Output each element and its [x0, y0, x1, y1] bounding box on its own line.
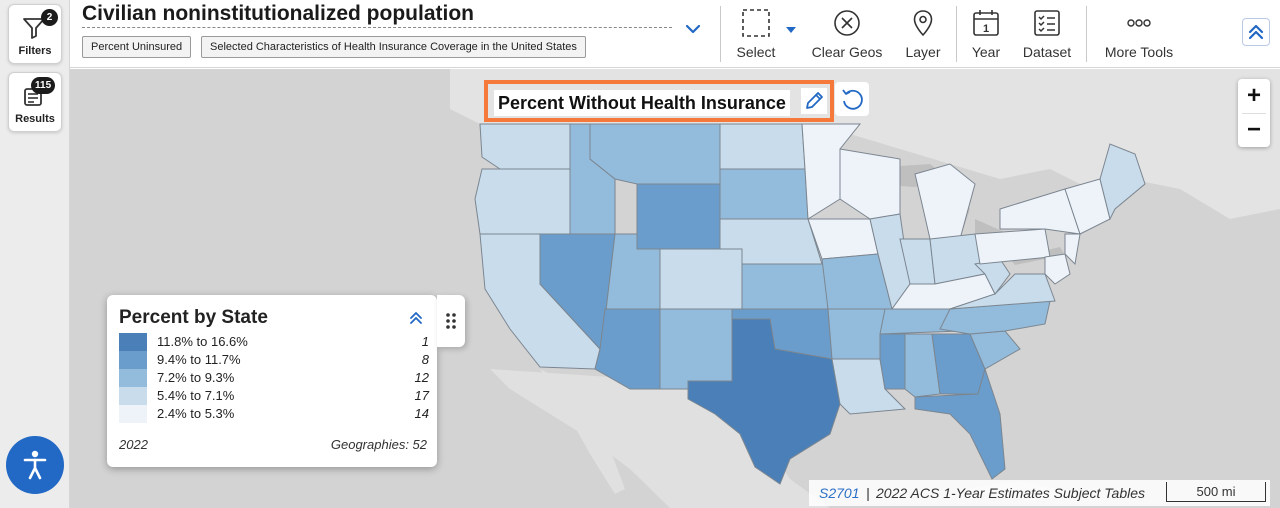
legend-swatch: [119, 351, 147, 369]
filters-button[interactable]: 2 Filters: [8, 4, 62, 64]
dataset-label: Dataset: [1022, 44, 1072, 60]
legend-swatch: [119, 369, 147, 387]
zoom-controls: + −: [1238, 79, 1270, 147]
legend-range: 5.4% to 7.1%: [157, 388, 235, 403]
scale-bar: 500 mi: [1166, 482, 1266, 502]
legend-panel: Percent by State 11.8% to 16.6% 1 9.4% t…: [107, 295, 437, 467]
edit-title-button[interactable]: [801, 88, 827, 114]
clear-geos-button[interactable]: Clear Geos: [806, 4, 888, 64]
map-canvas[interactable]: Percent Without Health Insurance + − Per…: [70, 69, 1280, 508]
collapse-header-button[interactable]: [1242, 18, 1270, 46]
table-title[interactable]: Civilian noninstitutionalized population: [82, 2, 474, 25]
layer-label: Layer: [905, 44, 941, 60]
double-chevron-up-icon: [1248, 24, 1264, 40]
checklist-icon: [1034, 10, 1060, 36]
dataset-button[interactable]: Dataset: [1016, 4, 1078, 64]
toolbar-divider: [1086, 6, 1087, 62]
legend-swatch: [119, 333, 147, 351]
legend-swatch: [119, 387, 147, 405]
filters-label: Filters: [18, 45, 52, 57]
filters-count-badge: 2: [41, 9, 58, 26]
more-tools-label: More Tools: [1104, 44, 1174, 60]
year-button[interactable]: 1 Year: [964, 4, 1008, 64]
select-tool-label: Select: [736, 44, 776, 60]
reset-title-button[interactable]: [835, 82, 869, 116]
top-toolbar: Civilian noninstitutionalized population…: [70, 0, 1280, 68]
results-button[interactable]: 115 Results: [8, 72, 62, 132]
accessibility-icon: [23, 450, 47, 480]
legend-row: 2.4% to 5.3% 14: [119, 405, 429, 423]
source-table-link[interactable]: S2701: [819, 485, 860, 501]
legend-count: 8: [421, 352, 429, 367]
legend-count: 1: [421, 334, 429, 349]
legend-range: 2.4% to 5.3%: [157, 406, 235, 421]
legend-row: 11.8% to 16.6% 1: [119, 333, 429, 351]
results-label: Results: [15, 113, 55, 125]
map-attribution: S2701 | 2022 ACS 1-Year Estimates Subjec…: [809, 480, 1270, 506]
legend-count: 12: [414, 370, 429, 385]
layer-button[interactable]: Layer: [898, 4, 948, 64]
attribution-separator: |: [866, 485, 870, 501]
legend-range: 11.8% to 16.6%: [157, 334, 248, 349]
calendar-icon: 1: [973, 10, 999, 36]
accessibility-button[interactable]: [6, 436, 64, 494]
chevron-down-icon[interactable]: [684, 20, 702, 38]
drag-dots-icon: [446, 313, 456, 329]
select-tool-button[interactable]: Select: [726, 4, 786, 64]
chip-percent-uninsured[interactable]: Percent Uninsured: [82, 36, 192, 58]
clear-geos-label: Clear Geos: [811, 44, 883, 60]
legend-row: 5.4% to 7.1% 17: [119, 387, 429, 405]
toolbar-divider: [956, 6, 957, 62]
legend-count: 14: [414, 406, 429, 421]
results-count-badge: 115: [31, 77, 56, 94]
zoom-divider: [1242, 113, 1266, 114]
legend-range: 7.2% to 9.3%: [157, 370, 235, 385]
chip-table-name[interactable]: Selected Characteristics of Health Insur…: [201, 36, 586, 58]
dataset-description: 2022 ACS 1-Year Estimates Subject Tables: [876, 485, 1146, 501]
double-chevron-up-icon[interactable]: [407, 309, 425, 327]
clear-circle-x-icon: [834, 10, 860, 36]
more-tools-button[interactable]: More Tools: [1096, 4, 1182, 64]
legend-geographies: Geographies: 52: [330, 437, 427, 452]
select-dropdown-caret-icon[interactable]: [786, 26, 796, 34]
toolbar-divider: [720, 6, 721, 62]
map-pin-icon: [913, 10, 933, 37]
legend-count: 17: [414, 388, 429, 403]
map-title[interactable]: Percent Without Health Insurance: [494, 90, 790, 116]
legend-year: 2022: [119, 437, 148, 452]
legend-swatch: [119, 405, 147, 423]
selection-box-icon: [742, 9, 770, 37]
legend-row: 9.4% to 11.7% 8: [119, 351, 429, 369]
legend-range: 9.4% to 11.7%: [157, 352, 241, 367]
pencil-icon: [806, 92, 823, 109]
legend-title: Percent by State: [119, 307, 268, 328]
map-title-highlight: Percent Without Health Insurance: [484, 80, 834, 122]
undo-circle-icon: [842, 89, 863, 110]
calendar-icon-digit: 1: [983, 23, 989, 35]
title-underline: [82, 27, 672, 28]
year-label: Year: [971, 44, 1001, 60]
zoom-out-button[interactable]: −: [1246, 116, 1261, 143]
zoom-in-button[interactable]: +: [1246, 82, 1261, 109]
left-rail: 2 Filters 115 Results: [0, 0, 70, 508]
legend-drag-handle[interactable]: [437, 295, 465, 347]
legend-row: 7.2% to 9.3% 12: [119, 369, 429, 387]
more-dots-icon: [1127, 19, 1151, 27]
